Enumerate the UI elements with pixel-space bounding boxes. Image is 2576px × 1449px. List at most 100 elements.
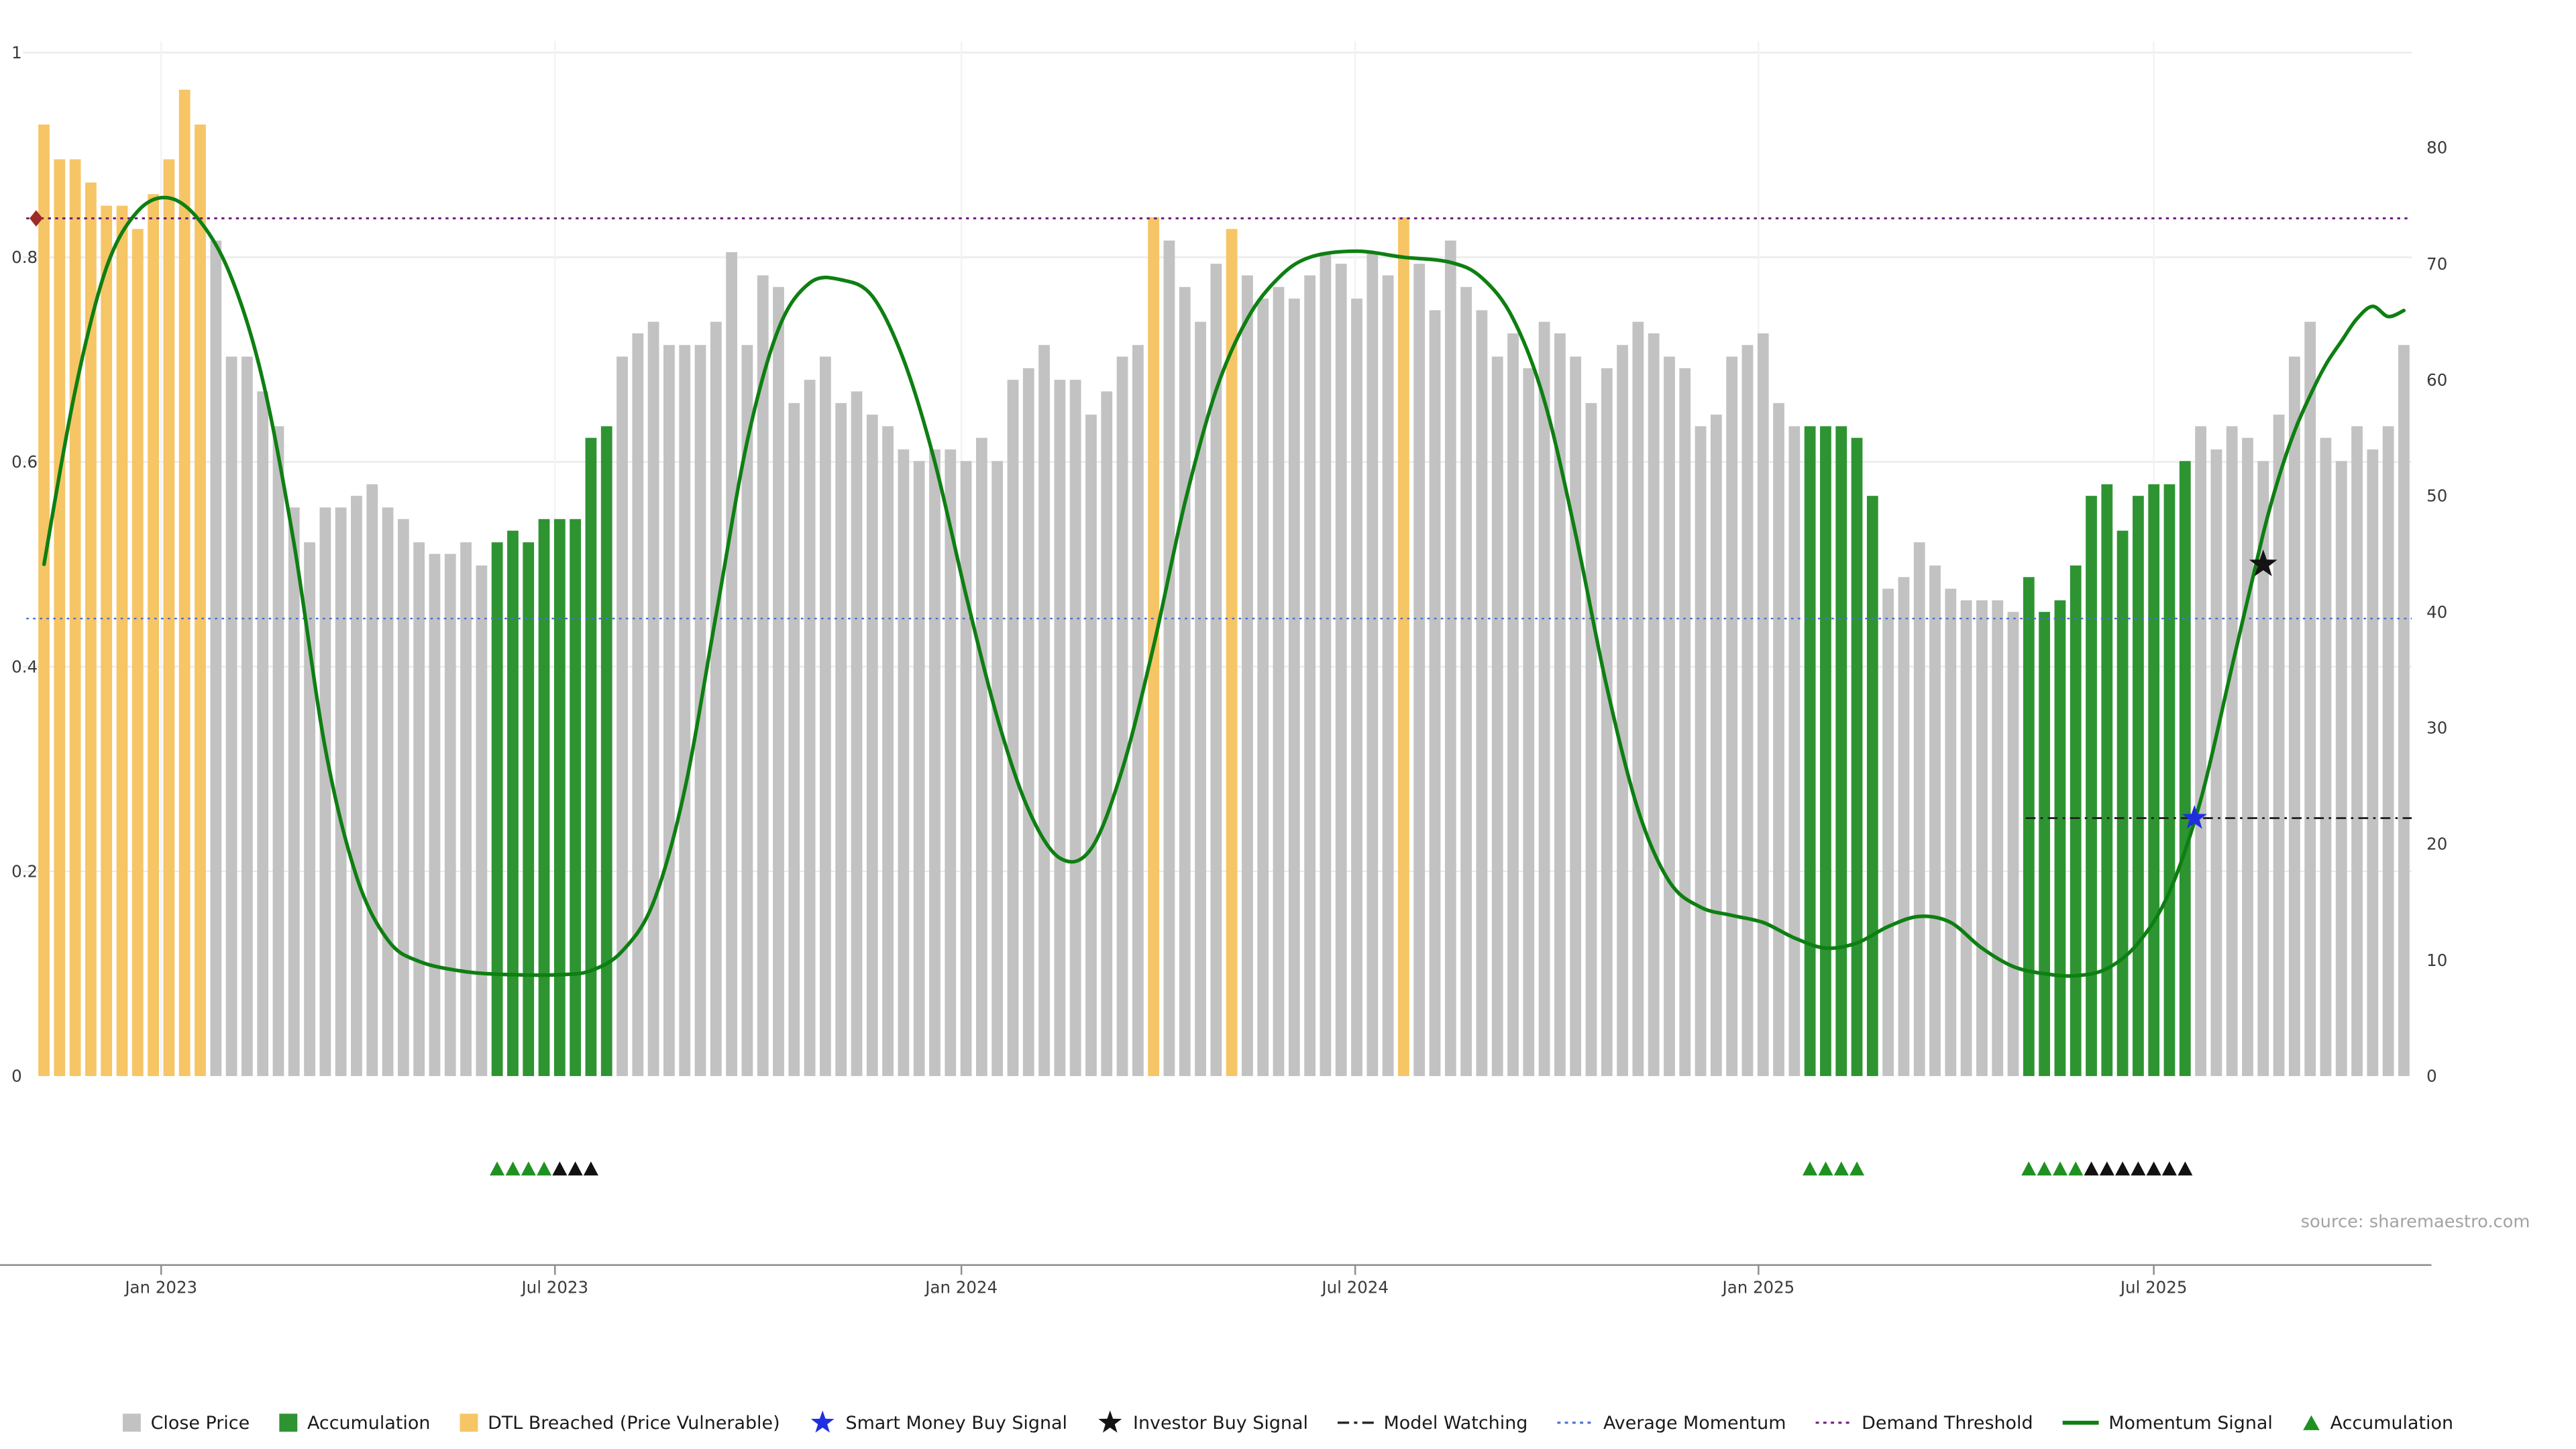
price-bar [2226, 426, 2238, 1077]
price-bar [1773, 402, 1784, 1077]
price-bar [2273, 415, 2285, 1077]
price-bar [1054, 380, 1066, 1077]
price-bar [726, 252, 738, 1077]
price-bar [85, 182, 97, 1077]
price-bar [2133, 496, 2144, 1077]
price-bar [1632, 321, 1644, 1077]
price-bar [1617, 345, 1628, 1077]
legend-label: Smart Money Buy Signal [845, 1413, 1067, 1434]
legend-swatch-star-icon [1098, 1410, 1122, 1433]
price-bar [1007, 380, 1019, 1077]
legend-label: Accumulation [2330, 1413, 2453, 1434]
price-bar [2320, 437, 2332, 1077]
price-bar [382, 507, 394, 1077]
price-bar [1741, 345, 1754, 1077]
x-axis-tick-label: Jan 2024 [924, 1277, 998, 1297]
price-bar [1679, 368, 1691, 1077]
price-bar [1757, 333, 1769, 1077]
x-axis-tick-label: Jul 2024 [1320, 1277, 1389, 1297]
legend-item: Model Watching [1337, 1413, 1527, 1434]
price-bar [2398, 345, 2410, 1077]
price-bar [538, 519, 550, 1077]
price-bar [1788, 426, 1801, 1077]
price-bar [2351, 426, 2363, 1077]
price-bar [616, 356, 628, 1077]
accumulation-marker [2115, 1161, 2131, 1176]
right-axis-tick-label: 30 [2426, 718, 2447, 738]
price-bar [131, 229, 144, 1077]
accumulation-marker [1818, 1161, 1833, 1176]
price-bar [1273, 286, 1285, 1077]
accumulation-marker [2053, 1161, 2068, 1176]
price-bar [553, 519, 566, 1077]
price-bar [945, 449, 957, 1077]
price-bar [1960, 600, 1972, 1077]
price-bar [2195, 426, 2206, 1077]
price-bar [491, 542, 503, 1077]
accumulation-marker [2178, 1161, 2193, 1176]
accumulation-marker [2084, 1161, 2099, 1176]
x-axis-tick-label: Jul 2023 [520, 1277, 588, 1297]
right-axis-tick-label: 80 [2426, 138, 2447, 158]
price-bar [1366, 252, 1379, 1077]
accumulation-marker [2021, 1161, 2037, 1176]
price-bar [38, 124, 50, 1077]
price-bar [1554, 333, 1566, 1077]
price-bar [476, 565, 488, 1077]
x-axis-tick-label: Jul 2025 [2119, 1277, 2188, 1297]
left-axis-tick-label: 0.6 [11, 452, 38, 472]
price-bar [148, 194, 159, 1077]
price-bar [1069, 380, 1081, 1077]
right-axis-tick-label: 40 [2426, 602, 2447, 622]
price-bar [1242, 275, 1253, 1077]
investor-buy-star [2249, 549, 2277, 577]
price-bar [1163, 240, 1175, 1077]
price-bar [1195, 321, 1206, 1077]
accumulation-marker [521, 1161, 536, 1176]
accumulation-marker [490, 1161, 505, 1176]
price-bar [1335, 264, 1347, 1077]
price-bar [2116, 531, 2129, 1077]
price-bar [2163, 484, 2176, 1077]
price-bar [195, 124, 206, 1077]
price-bar [1601, 368, 1613, 1077]
price-bar [1382, 275, 1394, 1077]
price-bar [413, 542, 425, 1077]
right-axis-tick-label: 10 [2426, 951, 2447, 970]
price-bar [1570, 356, 1582, 1077]
accumulation-markers [490, 1161, 2193, 1176]
price-bar [2039, 612, 2051, 1077]
price-bar [835, 402, 847, 1077]
price-bar [1085, 415, 1097, 1077]
accumulation-marker [1803, 1161, 1818, 1176]
price-bar [600, 426, 612, 1077]
right-axis-tick-label: 20 [2426, 835, 2447, 854]
accumulation-marker [2099, 1161, 2114, 1176]
price-bar [288, 507, 300, 1077]
accumulation-marker [552, 1161, 568, 1176]
price-bar [820, 356, 831, 1077]
price-bar [647, 321, 659, 1077]
price-bar [1726, 356, 1738, 1077]
price-bar [851, 391, 863, 1077]
price-bar [351, 496, 362, 1077]
price-bar [1538, 321, 1550, 1077]
legend-item: Close Price [122, 1413, 250, 1434]
accumulation-marker [2068, 1161, 2084, 1176]
price-bar [1226, 229, 1238, 1077]
price-bar [1288, 299, 1300, 1077]
price-bar [679, 345, 691, 1077]
price-bar [1835, 426, 1847, 1077]
price-bar [54, 159, 66, 1077]
legend-item: Average Momentum [1557, 1413, 1786, 1434]
x-axis: Jan 2023 Jul 2023 Jan 2024 Jul 2024 Jan 2025… [0, 1264, 2432, 1297]
legend-item: Smart Money Buy Signal [810, 1410, 1067, 1434]
price-bar [1945, 588, 1957, 1077]
legend-label: Close Price [151, 1413, 250, 1434]
price-bar [960, 461, 972, 1077]
legend-swatch-square [279, 1413, 298, 1432]
accumulation-marker [583, 1161, 598, 1176]
right-axis-tick-label: 70 [2426, 254, 2447, 274]
price-bar [1444, 240, 1456, 1077]
legend-label: DTL Breached (Price Vulnerable) [488, 1413, 780, 1434]
